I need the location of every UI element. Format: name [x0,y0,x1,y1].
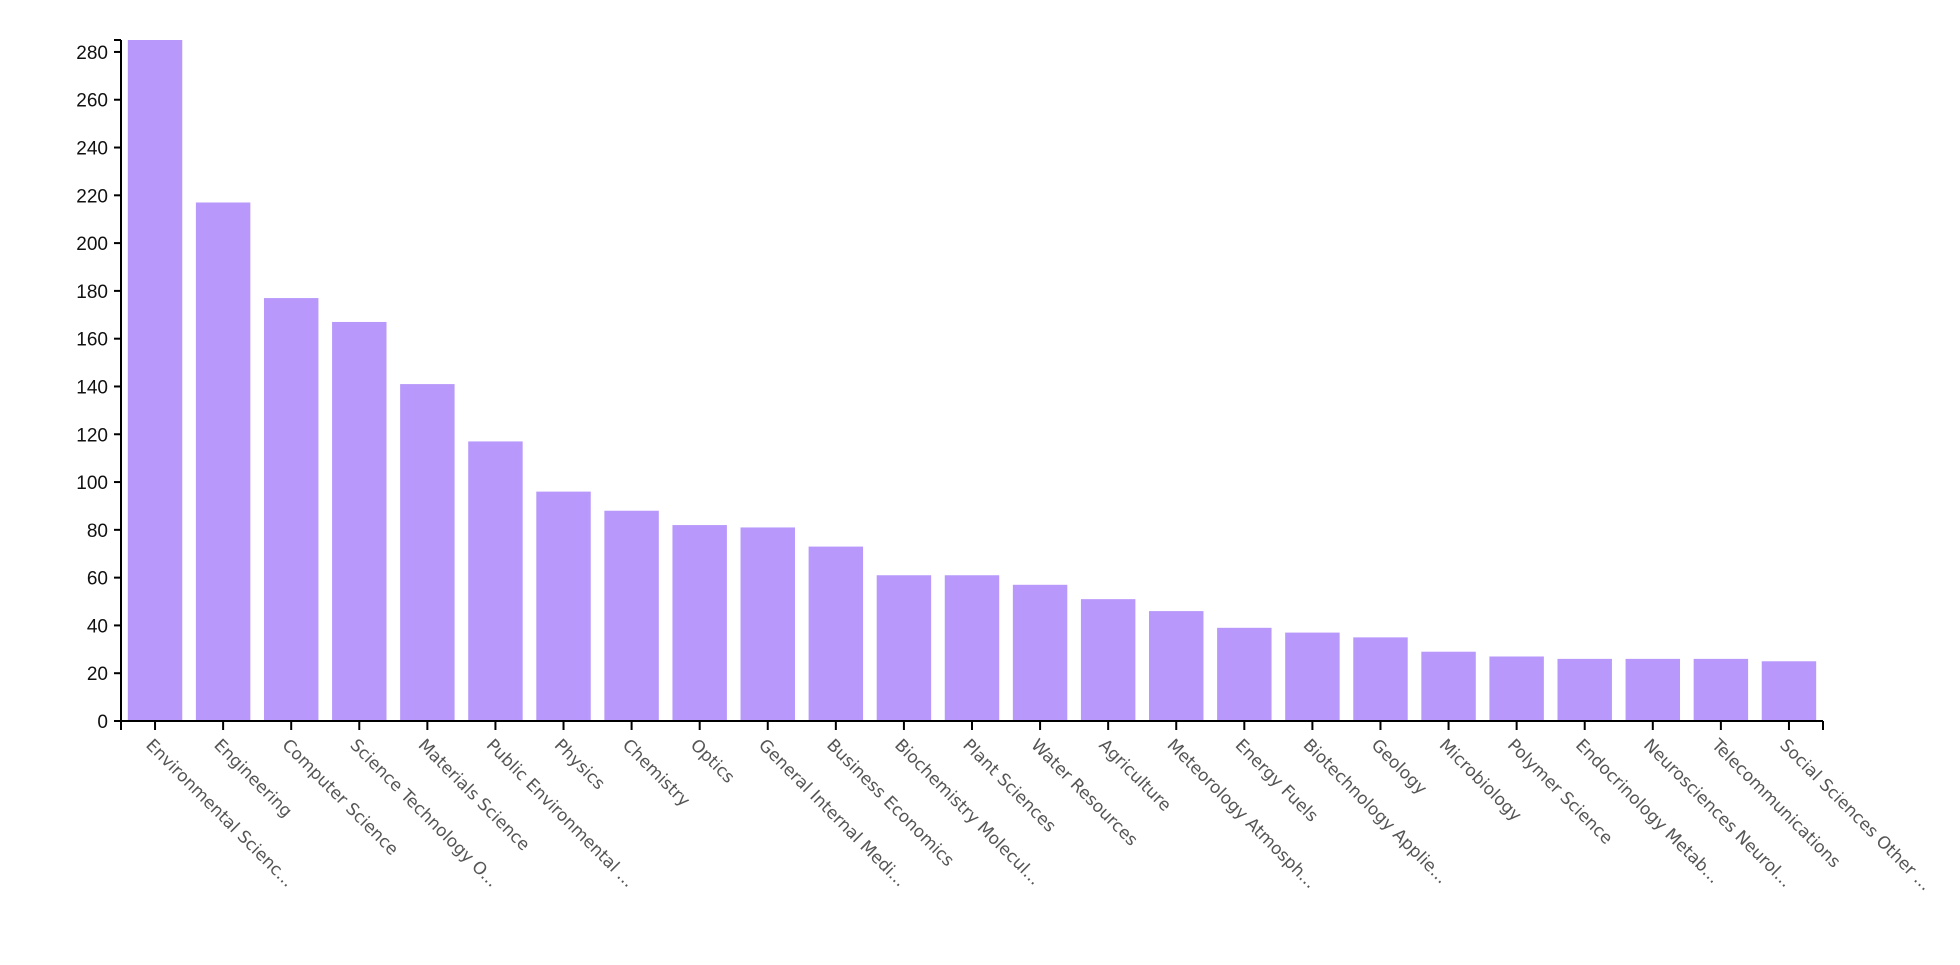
y-tick-label-2: 40 [87,616,108,637]
y-tick-label-7: 140 [76,377,108,398]
y-tick-label-12: 240 [76,139,108,160]
bar-14 [1080,599,1136,721]
x-tick-label-7: Chemistry [618,735,694,811]
bar-8 [672,525,727,721]
x-axis: Environmental Scienc...EngineeringComput… [120,720,1935,895]
bar-11 [876,575,932,721]
y-tick-label-11: 220 [76,186,108,207]
bar-16 [1217,627,1272,721]
bar-5 [468,441,523,721]
bar-23 [1693,658,1749,721]
bar-24 [1761,661,1817,721]
bar-18 [1353,637,1408,721]
bar-19 [1421,651,1476,721]
bar-10 [808,546,864,721]
bar-7 [604,510,659,721]
bar-0 [127,40,183,721]
bar-6 [536,491,591,721]
bar-2 [263,298,319,721]
y-tick-label-0: 0 [97,712,108,733]
bar-9 [740,527,795,721]
bar-22 [1625,658,1681,721]
y-tick-label-1: 20 [87,664,108,685]
bar-1 [195,202,251,722]
bar-12 [944,575,1000,721]
bar-13 [1012,584,1068,721]
y-tick-label-9: 180 [76,282,108,303]
x-tick-label-4: Materials Science [414,735,534,855]
x-tick-label-8: Optics [686,735,738,787]
bar-17 [1285,632,1340,721]
y-tick-label-8: 160 [76,330,108,351]
bars-layer [127,40,1817,722]
x-tick-label-23: Telecommunications [1707,735,1845,873]
y-tick-label-4: 80 [87,521,108,542]
bar-20 [1489,656,1544,721]
x-tick-label-18: Geology [1367,735,1431,799]
bar-15 [1149,611,1204,721]
bar-3 [332,321,387,721]
y-tick-label-13: 260 [76,91,108,112]
y-tick-label-6: 120 [76,425,108,446]
x-tick-label-10: Business Economics [822,735,958,871]
bar-21 [1557,658,1612,721]
y-tick-label-5: 100 [76,473,108,494]
y-tick-label-14: 280 [76,43,108,64]
y-tick-label-10: 200 [76,234,108,255]
x-tick-label-2: Computer Science [278,735,402,859]
bar-4 [400,384,455,721]
y-axis: 0 20 40 60 80 100 120 140 160 180 200 220 240 260 280 [76,39,122,733]
y-tick-label-3: 60 [87,569,108,590]
x-tick-label-6: Physics [550,735,609,794]
